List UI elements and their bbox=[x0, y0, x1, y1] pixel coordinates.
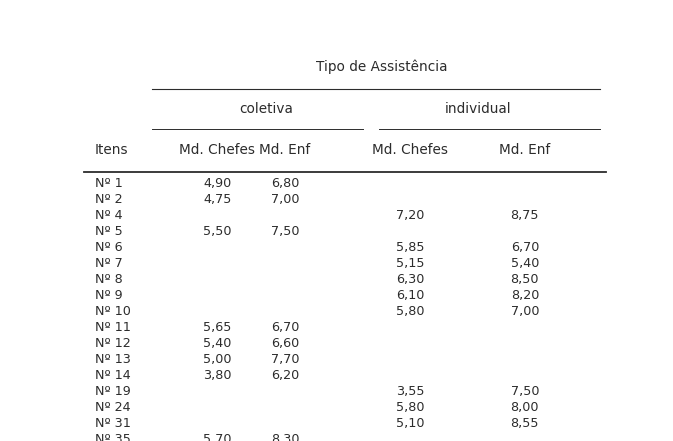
Text: 8,20: 8,20 bbox=[511, 289, 539, 302]
Text: 8,30: 8,30 bbox=[271, 433, 299, 441]
Text: Md. Chefes: Md. Chefes bbox=[372, 143, 448, 157]
Text: Itens: Itens bbox=[94, 143, 128, 157]
Text: Nº 2: Nº 2 bbox=[94, 193, 122, 206]
Text: 5,15: 5,15 bbox=[396, 257, 425, 270]
Text: 5,80: 5,80 bbox=[396, 401, 425, 414]
Text: Nº 35: Nº 35 bbox=[94, 433, 131, 441]
Text: Md. Chefes: Md. Chefes bbox=[179, 143, 255, 157]
Text: Nº 31: Nº 31 bbox=[94, 417, 131, 430]
Text: Nº 8: Nº 8 bbox=[94, 273, 122, 286]
Text: Md. Enf: Md. Enf bbox=[499, 143, 551, 157]
Text: 7,70: 7,70 bbox=[271, 353, 299, 366]
Text: 3,80: 3,80 bbox=[203, 369, 232, 382]
Text: 5,80: 5,80 bbox=[396, 305, 425, 318]
Text: 4,90: 4,90 bbox=[203, 177, 232, 190]
Text: 8,50: 8,50 bbox=[511, 273, 539, 286]
Text: 3,55: 3,55 bbox=[396, 385, 425, 398]
Text: coletiva: coletiva bbox=[240, 102, 293, 116]
Text: Nº 4: Nº 4 bbox=[94, 209, 122, 222]
Text: Tipo de Assistência: Tipo de Assistência bbox=[316, 59, 447, 74]
Text: 7,50: 7,50 bbox=[511, 385, 539, 398]
Text: 6,10: 6,10 bbox=[396, 289, 424, 302]
Text: 5,00: 5,00 bbox=[203, 353, 232, 366]
Text: 7,00: 7,00 bbox=[511, 305, 539, 318]
Text: 8,00: 8,00 bbox=[511, 401, 539, 414]
Text: 6,70: 6,70 bbox=[511, 241, 539, 254]
Text: 8,55: 8,55 bbox=[511, 417, 539, 430]
Text: Nº 9: Nº 9 bbox=[94, 289, 122, 302]
Text: individual: individual bbox=[445, 102, 511, 116]
Text: 5,40: 5,40 bbox=[511, 257, 539, 270]
Text: 7,50: 7,50 bbox=[271, 225, 299, 238]
Text: Nº 5: Nº 5 bbox=[94, 225, 122, 238]
Text: 5,70: 5,70 bbox=[203, 433, 232, 441]
Text: Nº 10: Nº 10 bbox=[94, 305, 131, 318]
Text: 5,10: 5,10 bbox=[396, 417, 425, 430]
Text: Nº 14: Nº 14 bbox=[94, 369, 131, 382]
Text: 7,20: 7,20 bbox=[396, 209, 424, 222]
Text: Nº 12: Nº 12 bbox=[94, 337, 131, 350]
Text: 6,30: 6,30 bbox=[396, 273, 424, 286]
Text: 7,00: 7,00 bbox=[271, 193, 299, 206]
Text: 6,80: 6,80 bbox=[271, 177, 299, 190]
Text: 5,65: 5,65 bbox=[203, 321, 232, 334]
Text: Nº 6: Nº 6 bbox=[94, 241, 122, 254]
Text: Nº 13: Nº 13 bbox=[94, 353, 131, 366]
Text: Nº 11: Nº 11 bbox=[94, 321, 131, 334]
Text: 8,75: 8,75 bbox=[511, 209, 539, 222]
Text: 5,40: 5,40 bbox=[203, 337, 232, 350]
Text: 6,70: 6,70 bbox=[271, 321, 299, 334]
Text: 5,50: 5,50 bbox=[203, 225, 232, 238]
Text: Nº 24: Nº 24 bbox=[94, 401, 130, 414]
Text: 4,75: 4,75 bbox=[203, 193, 232, 206]
Text: Md. Enf: Md. Enf bbox=[259, 143, 310, 157]
Text: 5,85: 5,85 bbox=[396, 241, 425, 254]
Text: Nº 7: Nº 7 bbox=[94, 257, 122, 270]
Text: 6,60: 6,60 bbox=[271, 337, 299, 350]
Text: Nº 1: Nº 1 bbox=[94, 177, 122, 190]
Text: 6,20: 6,20 bbox=[271, 369, 299, 382]
Text: Nº 19: Nº 19 bbox=[94, 385, 131, 398]
